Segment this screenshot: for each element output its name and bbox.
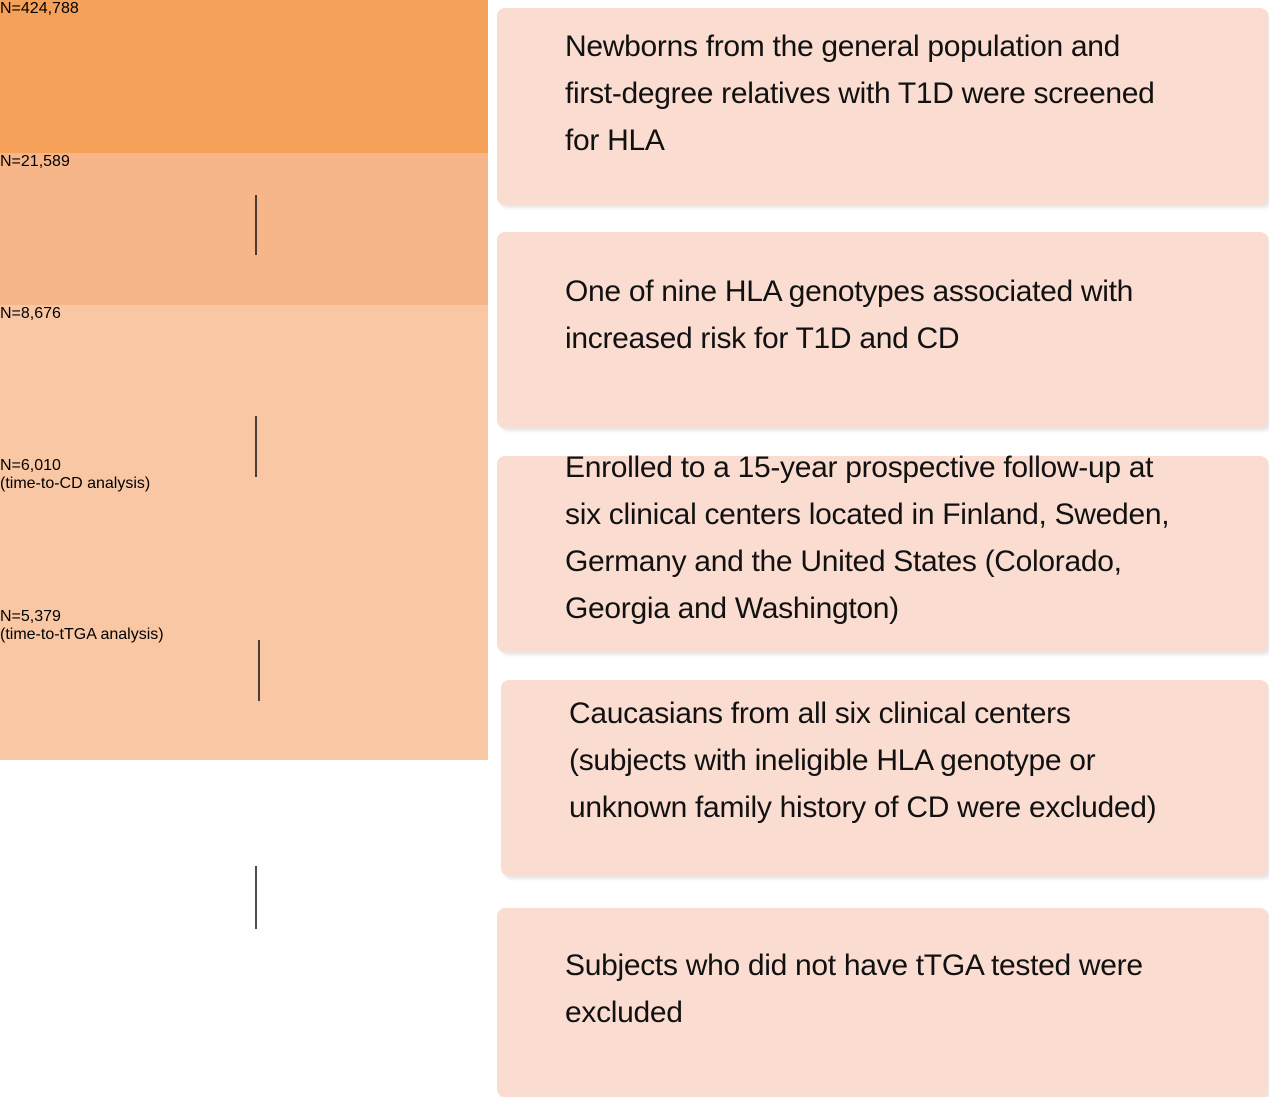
node-box: N=8,676 xyxy=(0,305,488,457)
description-line: first-degree relatives with T1D were scr… xyxy=(565,77,1155,110)
node-label: (time-to-CD analysis) xyxy=(0,475,151,492)
description-line: increased risk for T1D and CD xyxy=(565,322,960,355)
description-line: for HLA xyxy=(565,124,665,157)
node-box: N=424,788 xyxy=(0,0,488,153)
description-box: Subjects who did not have tTGA tested we… xyxy=(497,908,1268,1097)
description-line: excluded xyxy=(565,996,683,1029)
bullet-list: One of nine HLA genotypes associated wit… xyxy=(497,268,1268,362)
description-line: Caucasians from all six clinical centers xyxy=(569,697,1071,730)
description-box: Newborns from the general population and… xyxy=(497,8,1268,205)
description-box: One of nine HLA genotypes associated wit… xyxy=(497,232,1268,428)
description-line: unknown family history of CD were exclud… xyxy=(569,791,1157,824)
bullet-list: Subjects who did not have tTGA tested we… xyxy=(497,942,1268,1036)
node-label: N=6,010 xyxy=(0,457,61,474)
description-box: Enrolled to a 15-year prospective follow… xyxy=(497,451,1268,652)
description-line: Enrolled to a 15-year prospective follow… xyxy=(565,451,1154,484)
description-line: six clinical centers located in Finland,… xyxy=(565,498,1170,531)
node-label: N=21,589 xyxy=(0,153,70,170)
node-box: N=6,010 (time-to-CD analysis) xyxy=(0,457,488,608)
node-box: N=21,589 xyxy=(0,153,488,305)
description-line: One of nine HLA genotypes associated wit… xyxy=(565,275,1134,308)
node-label: (time-to-tTGA analysis) xyxy=(0,626,164,643)
description-line: Georgia and Washington) xyxy=(565,592,899,625)
description-box: Caucasians from all six clinical centers… xyxy=(501,680,1268,876)
node-label: N=5,379 xyxy=(0,608,61,625)
node-label: N=424,788 xyxy=(0,0,79,17)
bullet-list: Caucasians from all six clinical centers… xyxy=(501,690,1268,831)
bullet-list: Enrolled to a 15-year prospective follow… xyxy=(497,444,1268,632)
description-line: Subjects who did not have tTGA tested we… xyxy=(565,949,1143,982)
description-line: Newborns from the general population and xyxy=(565,30,1121,63)
bullet-list: Newborns from the general population and… xyxy=(497,23,1268,164)
description-line: Germany and the United States (Colorado, xyxy=(565,545,1122,578)
node-label: N=8,676 xyxy=(0,305,61,322)
description-line: (subjects with ineligible HLA genotype o… xyxy=(569,744,1096,777)
node-box: N=5,379 (time-to-tTGA analysis) xyxy=(0,608,488,760)
